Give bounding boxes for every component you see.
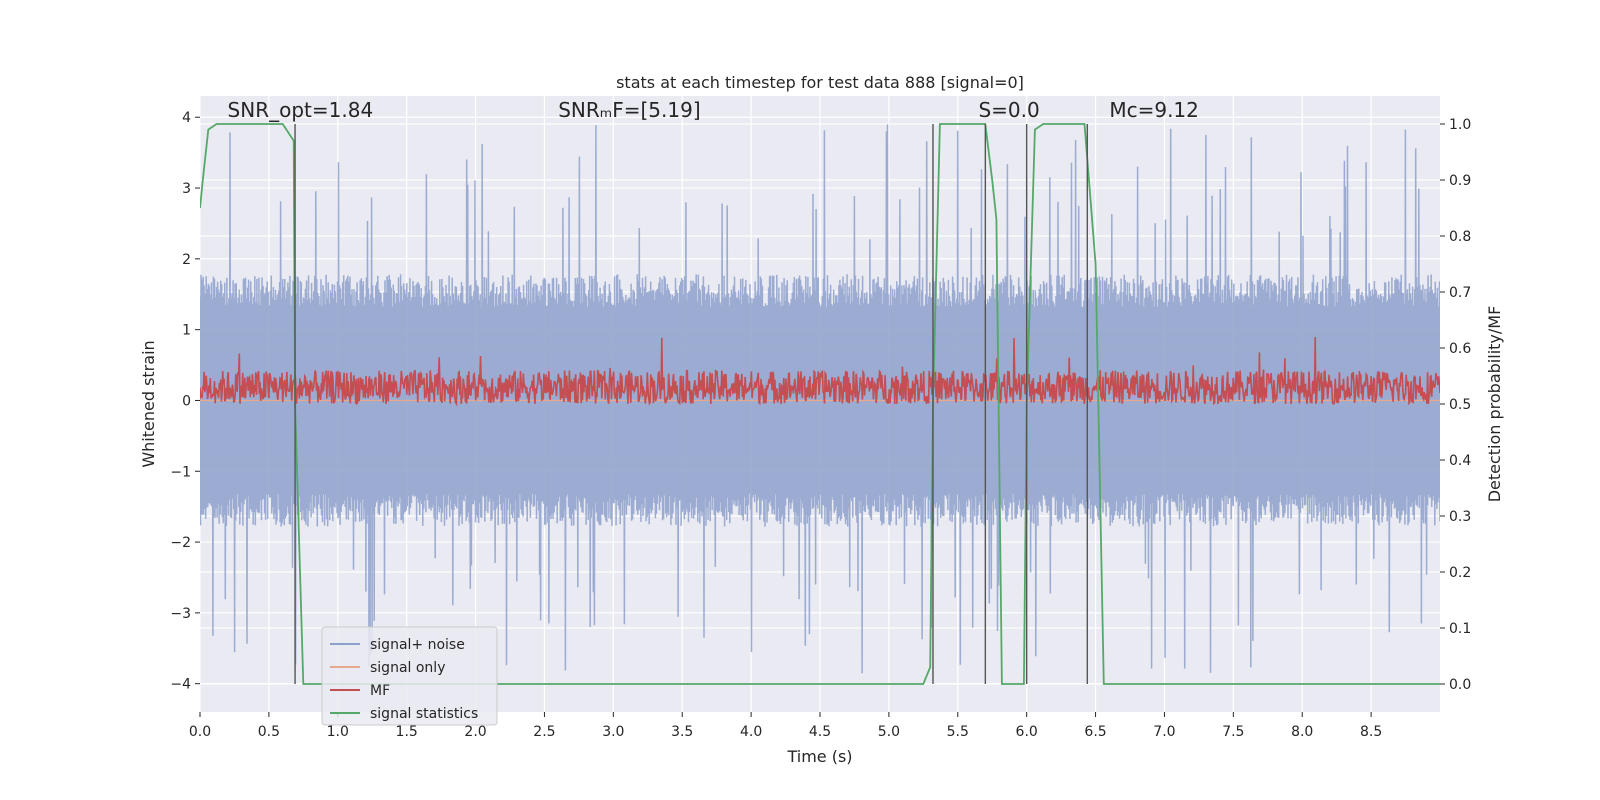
y2-tick-label: 0.4 xyxy=(1449,453,1471,469)
legend-entry: signal+ noise xyxy=(370,637,465,653)
x-tick-label: 8.0 xyxy=(1291,724,1313,740)
y-tick-label: 2 xyxy=(182,252,191,268)
x-tick-label: 6.5 xyxy=(1084,724,1106,740)
y2-tick-label: 0.3 xyxy=(1449,509,1471,525)
x-tick-label: 5.0 xyxy=(878,724,900,740)
x-tick-label: 0.0 xyxy=(189,724,211,740)
chart-title: stats at each timestep for test data 888… xyxy=(616,73,1024,92)
x-axis-label: Time (s) xyxy=(786,747,852,766)
x-tick-label: 1.0 xyxy=(327,724,349,740)
legend-entry: MF xyxy=(370,683,390,699)
x-tick-label: 4.0 xyxy=(740,724,762,740)
legend-box xyxy=(321,626,498,726)
legend: signal+ noise signal only MF signal statist… xyxy=(321,626,498,726)
series-signal-noise-line xyxy=(200,124,1440,674)
x-tick-label: 3.5 xyxy=(671,724,693,740)
x-tick-label: 0.5 xyxy=(258,724,280,740)
x-tick-label: 7.5 xyxy=(1222,724,1244,740)
series-group xyxy=(200,123,1440,685)
legend-entry: signal only xyxy=(370,660,445,676)
x-tick-label: 2.5 xyxy=(533,724,555,740)
y-tick-label: −1 xyxy=(170,464,191,480)
annotation-text: Mᴄ=9.12 xyxy=(1109,98,1199,122)
x-tick-label: 3.0 xyxy=(602,724,624,740)
y-axis-label: Whitened strain xyxy=(139,340,158,467)
series-signal-statistics-line xyxy=(200,123,1440,685)
annotation-text: SNR_opt=1.84 xyxy=(228,98,374,122)
y-tick-label: 0 xyxy=(182,393,191,409)
x-tick-label: 8.5 xyxy=(1360,724,1382,740)
annotation-text: SNRₘF=[5.19] xyxy=(558,98,700,122)
y2-tick-label: 0.8 xyxy=(1449,229,1471,245)
series-layer xyxy=(200,123,1440,685)
marker-layer xyxy=(294,124,1088,684)
y-tick-label: −4 xyxy=(170,677,191,693)
y2-tick-label: 0.6 xyxy=(1449,341,1471,357)
x-tick-label: 5.5 xyxy=(947,724,969,740)
y2-tick-label: 0.1 xyxy=(1449,621,1471,637)
y-tick-label: −3 xyxy=(170,606,191,622)
y2-tick-label: 0.7 xyxy=(1449,285,1471,301)
y-tick-label: 1 xyxy=(182,323,191,339)
y2-tick-label: 0.2 xyxy=(1449,565,1471,581)
y-tick-label: −2 xyxy=(170,535,191,551)
legend-entry: signal statistics xyxy=(370,706,478,722)
y2-tick-label: 0.9 xyxy=(1449,173,1471,189)
x-tick-label: 7.0 xyxy=(1153,724,1175,740)
y-tick-label: 3 xyxy=(182,181,191,197)
y2-tick-label: 1.0 xyxy=(1449,117,1471,133)
y2-tick-label: 0.5 xyxy=(1449,397,1471,413)
y2-tick-label: 0.0 xyxy=(1449,677,1471,693)
y-tick-label: 4 xyxy=(182,110,191,126)
y2-axis-label: Detection probability/MF xyxy=(1485,306,1504,503)
series-mf-line xyxy=(200,336,1440,407)
annotation-text: S=0.0 xyxy=(978,98,1039,122)
x-tick-label: 2.0 xyxy=(464,724,486,740)
x-tick-label: 6.0 xyxy=(1016,724,1038,740)
x-tick-label: 1.5 xyxy=(396,724,418,740)
x-tick-label: 4.5 xyxy=(809,724,831,740)
ticks: 0.0 0.5 1.0 1.5 2.0 2.5 3.0 3.5 4.0 4.5 5.0 5.5 6.0 6… xyxy=(170,110,1471,740)
annotations: SNR_opt=1.84 SNRₘF=[5.19] S=0.0 Mᴄ=9.12 xyxy=(228,98,1199,122)
